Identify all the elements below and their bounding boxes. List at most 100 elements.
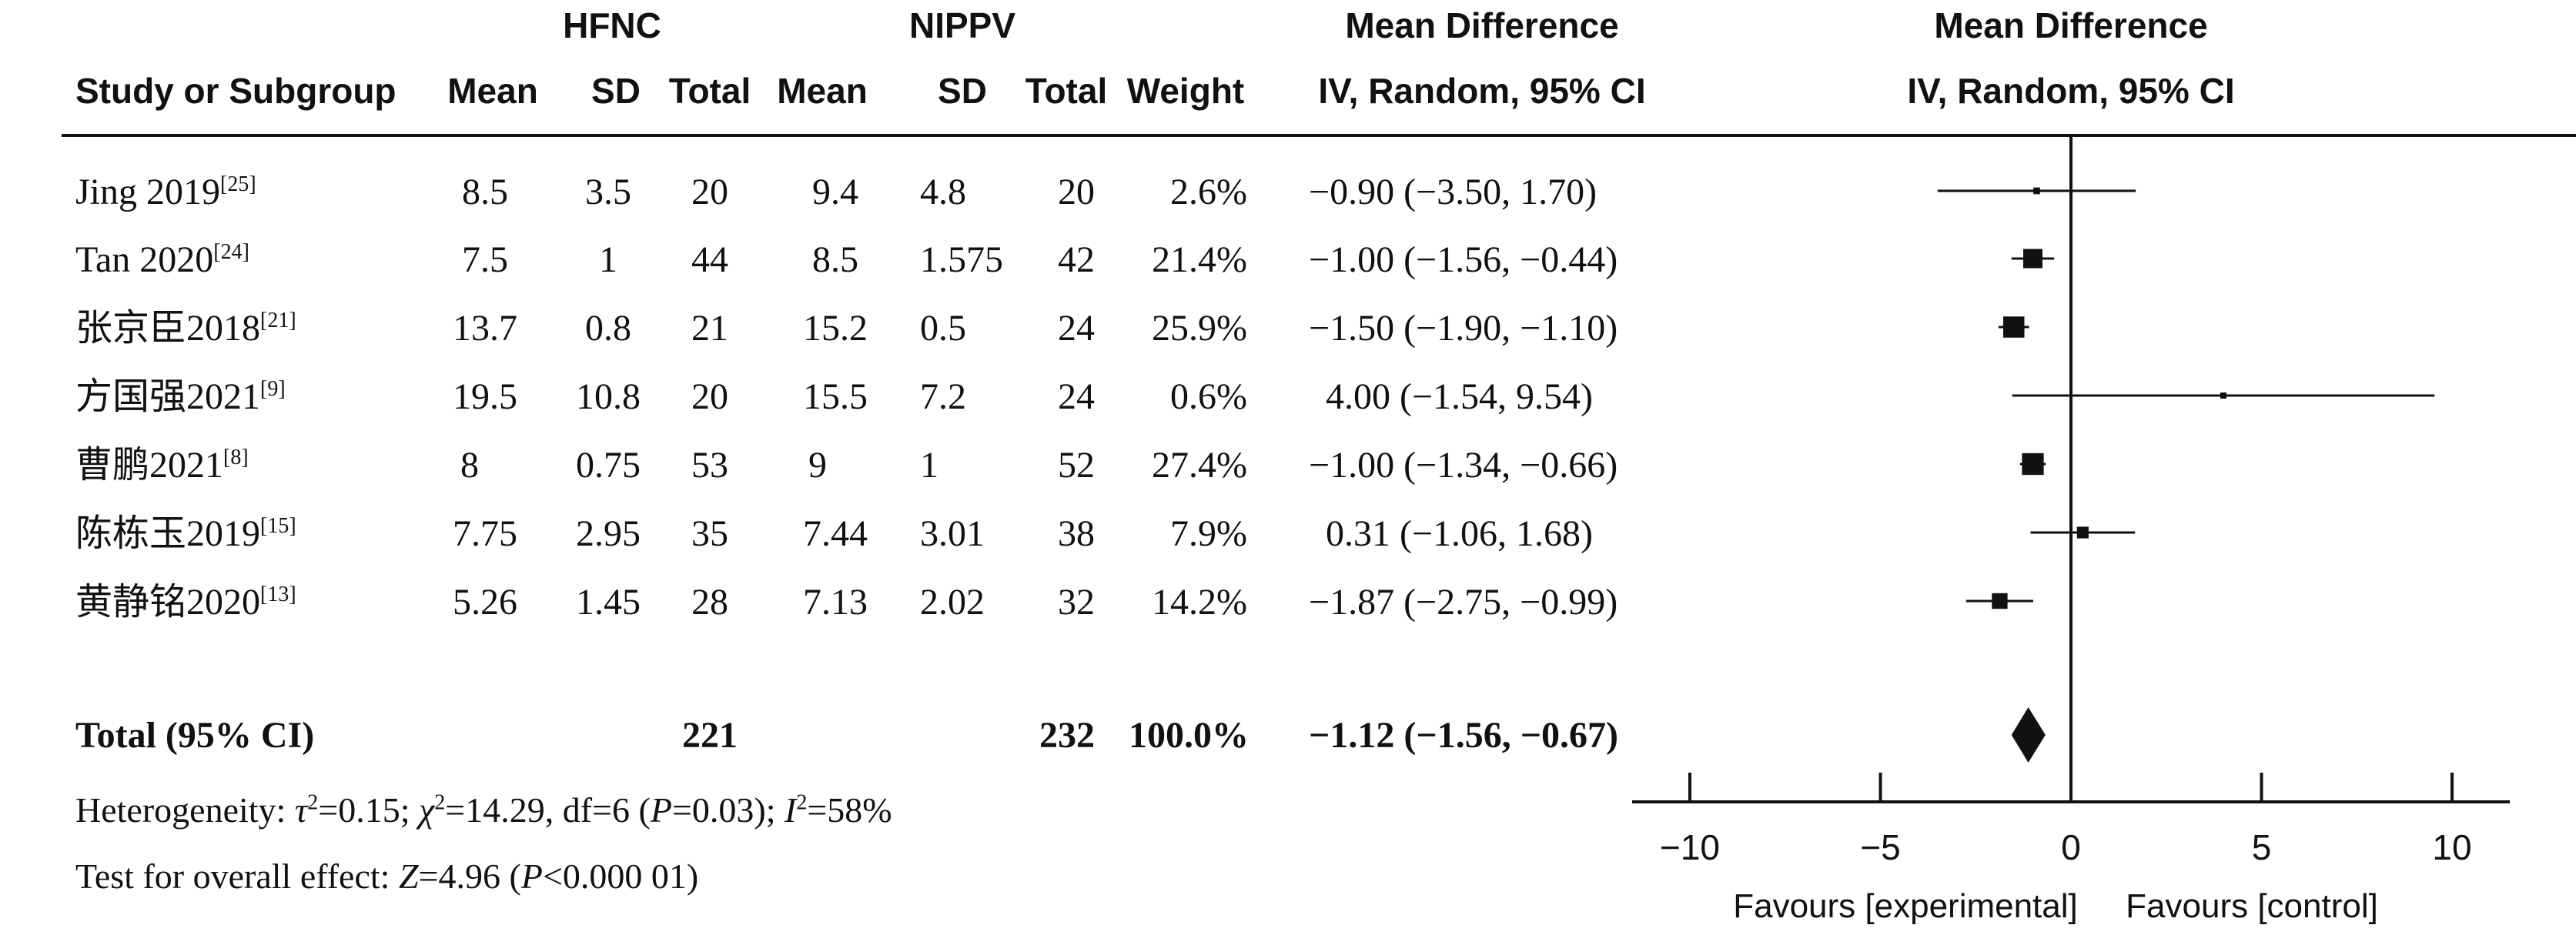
weight-4: 0.6% [1170,376,1247,417]
mean1-4: 19.5 [453,376,517,417]
weight-2: 21.4% [1152,239,1247,280]
total1-3: 21 [691,308,728,349]
total2-sum: 232 [1039,715,1095,756]
study-header: Study or Subgroup [75,71,396,111]
pooled-effect-diamond [2011,707,2046,763]
x-tick-label-2: −5 [1860,827,1900,867]
x-tick-label-4: 5 [2252,827,2272,867]
sd1-5: 0.75 [576,445,641,486]
study-marks [1937,187,2435,609]
effect-square-2 [2023,249,2042,269]
total-weight: 100.0% [1129,715,1249,756]
sd2-2: 1.575 [920,239,1003,280]
mean1-header: Mean [447,71,538,111]
x-axis-ticks: −10 −5 0 5 10 [1660,773,2472,867]
total1-6: 35 [691,513,728,554]
sd1-3: 0.8 [585,308,631,349]
overall-effect-note: Test for overall effect: Z=4.96 (P<0.000… [75,857,699,896]
plot-sub-header: IV, Random, 95% CI [1907,71,2235,111]
sd2-6: 3.01 [920,513,985,554]
weight-6: 7.9% [1170,513,1247,554]
plot-group-header: Mean Difference [1934,5,2208,45]
total-ci-text: −1.12 (−1.56, −0.67) [1309,715,1619,756]
study-name-2: Tan 2020[24] [75,239,249,280]
sd1-4: 10.8 [576,376,641,417]
weight-header: Weight [1126,71,1245,111]
sd1-2: 1 [599,239,617,280]
mean2-4: 15.5 [803,376,868,417]
mean1-6: 7.75 [453,513,517,554]
sd2-3: 0.5 [920,308,966,349]
effect-square-1 [2033,187,2040,195]
total1-5: 53 [691,445,728,486]
total1-sum: 221 [682,715,738,756]
sd2-5: 1 [920,445,938,486]
total1-4: 20 [691,376,728,417]
study-name-7: 黄静铭2020[13] [75,582,296,623]
mean1-5: 8 [460,445,479,486]
sd2-4: 7.2 [920,376,966,417]
total1-2: 44 [691,239,728,280]
mean1-7: 5.26 [453,582,517,623]
ci-text-5: −1.00 (−1.34, −0.66) [1309,445,1618,486]
total2-1: 20 [1058,172,1095,212]
study-name-1: Jing 2019[25] [75,172,256,212]
x-tick-label-3: 0 [2061,827,2081,867]
favours-experimental-label: Favours [experimental] [1733,887,2078,925]
sd2-7: 2.02 [920,582,985,623]
effect-square-4 [2220,392,2226,399]
sd2-1: 4.8 [920,172,966,212]
total2-header: Total [1025,71,1108,111]
mean1-2: 7.5 [462,239,508,280]
mean1-3: 13.7 [453,308,517,349]
mean2-1: 9.4 [812,172,858,212]
sd2-header: SD [938,71,987,111]
total2-6: 38 [1058,513,1095,554]
group1-header: HFNC [563,5,661,45]
ci-text-7: −1.87 (−2.75, −0.99) [1309,582,1618,623]
mean2-3: 15.2 [803,308,868,349]
ci-text-6: 0.31 (−1.06, 1.68) [1326,513,1594,554]
weight-7: 14.2% [1152,582,1247,623]
x-tick-label-1: −10 [1660,827,1720,867]
total2-2: 42 [1058,239,1095,280]
total1-7: 28 [691,582,728,623]
favours-control-label: Favours [control] [2126,887,2378,925]
effect-square-6 [2076,526,2089,539]
ci-text-1: −0.90 (−3.50, 1.70) [1309,172,1597,212]
mean2-5: 9 [808,445,827,486]
weight-5: 27.4% [1152,445,1247,486]
sd1-1: 3.5 [585,172,631,212]
weight-1: 2.6% [1170,172,1247,212]
ci-text-2: −1.00 (−1.56, −0.44) [1309,239,1618,280]
study-name-5: 曹鹏2021[8] [75,445,249,486]
heterogeneity-note: Heterogeneity: τ2=0.15; χ2=14.29, df=6 (… [75,790,892,830]
header-rule [62,134,2576,137]
x-tick-label-5: 10 [2432,827,2471,867]
effect-square-3 [2003,316,2025,338]
effect-group-header: Mean Difference [1345,5,1619,45]
ci-text-4: 4.00 (−1.54, 9.54) [1326,376,1594,417]
total2-7: 32 [1058,582,1095,623]
mean2-2: 8.5 [812,239,858,280]
total-label: Total (95% CI) [75,715,315,756]
study-name-6: 陈栋玉2019[15] [75,513,296,554]
effect-square-5 [2022,452,2044,476]
total1-header: Total [668,71,751,111]
effect-sub-header: IV, Random, 95% CI [1318,71,1646,111]
group2-header: NIPPV [908,5,1016,45]
mean1-1: 8.5 [462,172,508,212]
ci-text-3: −1.50 (−1.90, −1.10) [1309,308,1618,349]
mean2-7: 7.13 [803,582,868,623]
sd1-7: 1.45 [576,582,641,623]
total2-3: 24 [1058,308,1095,349]
mean2-header: Mean [777,71,868,111]
sd1-header: SD [591,71,641,111]
weight-3: 25.9% [1152,308,1247,349]
total2-5: 52 [1058,445,1095,486]
total2-4: 24 [1058,376,1095,417]
mean2-6: 7.44 [803,513,868,554]
total1-1: 20 [691,172,728,212]
